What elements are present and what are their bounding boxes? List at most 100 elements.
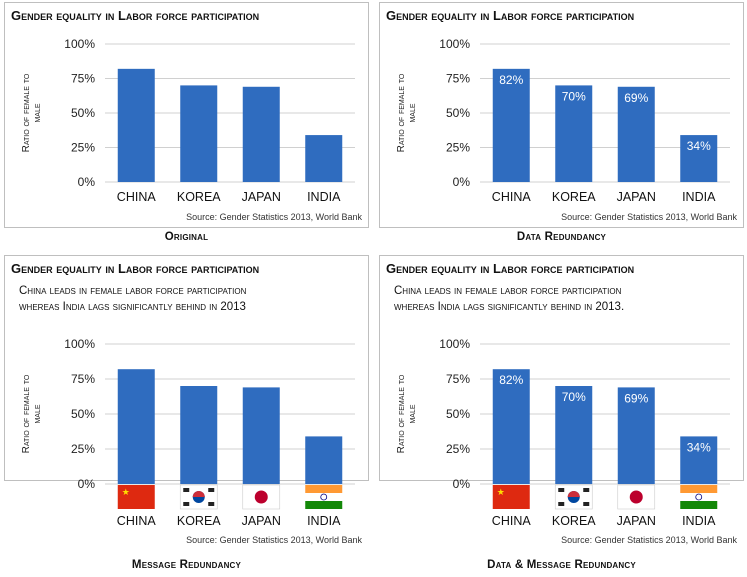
korea-flag-icon — [179, 484, 218, 510]
y-tick-label: 0% — [78, 477, 96, 491]
panel-message-line-2: whereas India lags significantly behind … — [19, 301, 246, 313]
y-axis-label: Ratio of female tomale — [396, 374, 418, 453]
x-tick-label: JAPAN — [242, 190, 281, 204]
y-tick-label: 100% — [64, 337, 95, 351]
chart-panel-message-redundancy: Gender equality in Labor force participa… — [4, 255, 369, 545]
panel-caption-original: Original — [164, 231, 209, 243]
data-label: 69% — [624, 91, 648, 105]
bar — [555, 85, 593, 182]
x-tick-label: KOREA — [177, 190, 221, 204]
india-flag-icon — [305, 485, 343, 509]
japan-flag-icon — [617, 484, 656, 510]
data-label: 82% — [499, 73, 523, 87]
bar — [117, 68, 155, 182]
x-tick-label: KOREA — [177, 514, 221, 528]
y-tick-label: 75% — [71, 72, 95, 86]
y-tick-label: 25% — [71, 442, 95, 456]
data-label: 34% — [687, 440, 711, 454]
bar — [242, 387, 280, 484]
panel-message-line-2: whereas India lags significantly behind … — [394, 301, 625, 313]
bar — [617, 387, 655, 484]
x-tick-label: JAPAN — [617, 514, 656, 528]
y-tick-label: 0% — [78, 175, 96, 189]
bar — [242, 86, 280, 182]
bar — [180, 85, 218, 182]
bar — [555, 386, 593, 484]
svg-text:★: ★ — [497, 487, 505, 497]
x-tick-label: INDIA — [682, 514, 716, 528]
panel-caption-message-redundancy: Message Redundancy — [131, 559, 242, 571]
x-tick-label: CHINA — [492, 514, 532, 528]
china-flag-icon: ★ — [117, 485, 155, 509]
x-tick-label: KOREA — [552, 190, 596, 204]
panel-caption-data-message-redundancy: Data & Message Redundancy — [487, 559, 636, 571]
panel-message: China leads in female labor force partic… — [394, 283, 624, 315]
y-tick-label: 75% — [446, 372, 470, 386]
bar — [617, 86, 655, 182]
x-tick-label: INDIA — [307, 514, 341, 528]
bar-chart-original: 0% 25% 50% 75% 100% Ratio of female tomale CHI… — [21, 37, 363, 222]
y-tick-label: 50% — [446, 106, 470, 120]
bar — [117, 369, 155, 484]
panel-caption-data-redundancy: Data Redundancy — [516, 231, 607, 243]
y-tick-label: 50% — [446, 407, 470, 421]
india-flag-icon — [680, 485, 718, 509]
x-tick-label: KOREA — [552, 514, 596, 528]
chart-panel-data-message-redundancy: Gender equality in Labor force participa… — [379, 255, 744, 545]
source-note: Source: Gender Statistics 2013, World Ba… — [561, 535, 737, 545]
korea-flag-icon — [554, 484, 593, 510]
panel-title: Gender equality in Labor force participa… — [11, 8, 260, 23]
japan-flag-icon — [242, 484, 281, 510]
bar-chart-data-message-redundancy: 0% 25% 50% 75% 100% Ratio of female tomale 82%… — [396, 337, 738, 545]
bar-chart-data-redundancy: 0% 25% 50% 75% 100% Ratio of female tomale 82%… — [396, 37, 738, 222]
y-tick-label: 100% — [64, 37, 95, 51]
x-tick-label: CHINA — [492, 190, 532, 204]
bar — [680, 135, 718, 182]
bar-chart-message-redundancy: 0% 25% 50% 75% 100% Ratio of female tomale ★ CH… — [21, 337, 363, 545]
bar — [680, 436, 718, 484]
x-tick-label: INDIA — [307, 190, 341, 204]
data-label: 82% — [499, 373, 523, 387]
y-tick-label: 25% — [71, 141, 95, 155]
bar — [180, 386, 218, 484]
x-tick-label: JAPAN — [617, 190, 656, 204]
panel-message-line-1: China leads in female labor force partic… — [19, 285, 247, 297]
y-tick-label: 25% — [446, 442, 470, 456]
x-tick-label: JAPAN — [242, 514, 281, 528]
panel-title: Gender equality in Labor force participa… — [11, 261, 260, 276]
bar — [492, 68, 530, 182]
chart-panel-data-redundancy: Gender equality in Labor force participa… — [379, 2, 744, 228]
x-tick-label: CHINA — [117, 190, 157, 204]
data-label: 69% — [624, 391, 648, 405]
data-label: 70% — [562, 390, 586, 404]
panel-message: China leads in female labor force partic… — [19, 283, 246, 315]
bar — [492, 369, 530, 484]
y-tick-label: 0% — [453, 477, 471, 491]
panel-title: Gender equality in Labor force participa… — [386, 261, 635, 276]
y-tick-label: 0% — [453, 175, 471, 189]
y-axis-label: Ratio of female tomale — [21, 73, 43, 152]
china-flag-icon: ★ — [492, 485, 530, 509]
bar — [305, 436, 343, 484]
y-axis-label: Ratio of female tomale — [21, 374, 43, 453]
y-tick-label: 75% — [71, 372, 95, 386]
y-axis-label: Ratio of female tomale — [396, 73, 418, 152]
source-note: Source: Gender Statistics 2013, World Ba… — [561, 212, 737, 222]
y-tick-label: 100% — [439, 37, 470, 51]
y-tick-label: 50% — [71, 106, 95, 120]
chart-panel-original: Gender equality in Labor force participa… — [4, 2, 369, 228]
x-tick-label: CHINA — [117, 514, 157, 528]
panel-message-line-1: China leads in female labor force partic… — [394, 285, 622, 297]
x-tick-label: INDIA — [682, 190, 716, 204]
source-note: Source: Gender Statistics 2013, World Ba… — [186, 535, 362, 545]
data-label: 34% — [687, 139, 711, 153]
panel-title: Gender equality in Labor force participa… — [386, 8, 635, 23]
data-label: 70% — [562, 89, 586, 103]
source-note: Source: Gender Statistics 2013, World Ba… — [186, 212, 362, 222]
bar — [305, 135, 343, 182]
y-tick-label: 100% — [439, 337, 470, 351]
y-tick-label: 25% — [446, 141, 470, 155]
svg-text:★: ★ — [122, 487, 130, 497]
y-tick-label: 50% — [71, 407, 95, 421]
y-tick-label: 75% — [446, 72, 470, 86]
